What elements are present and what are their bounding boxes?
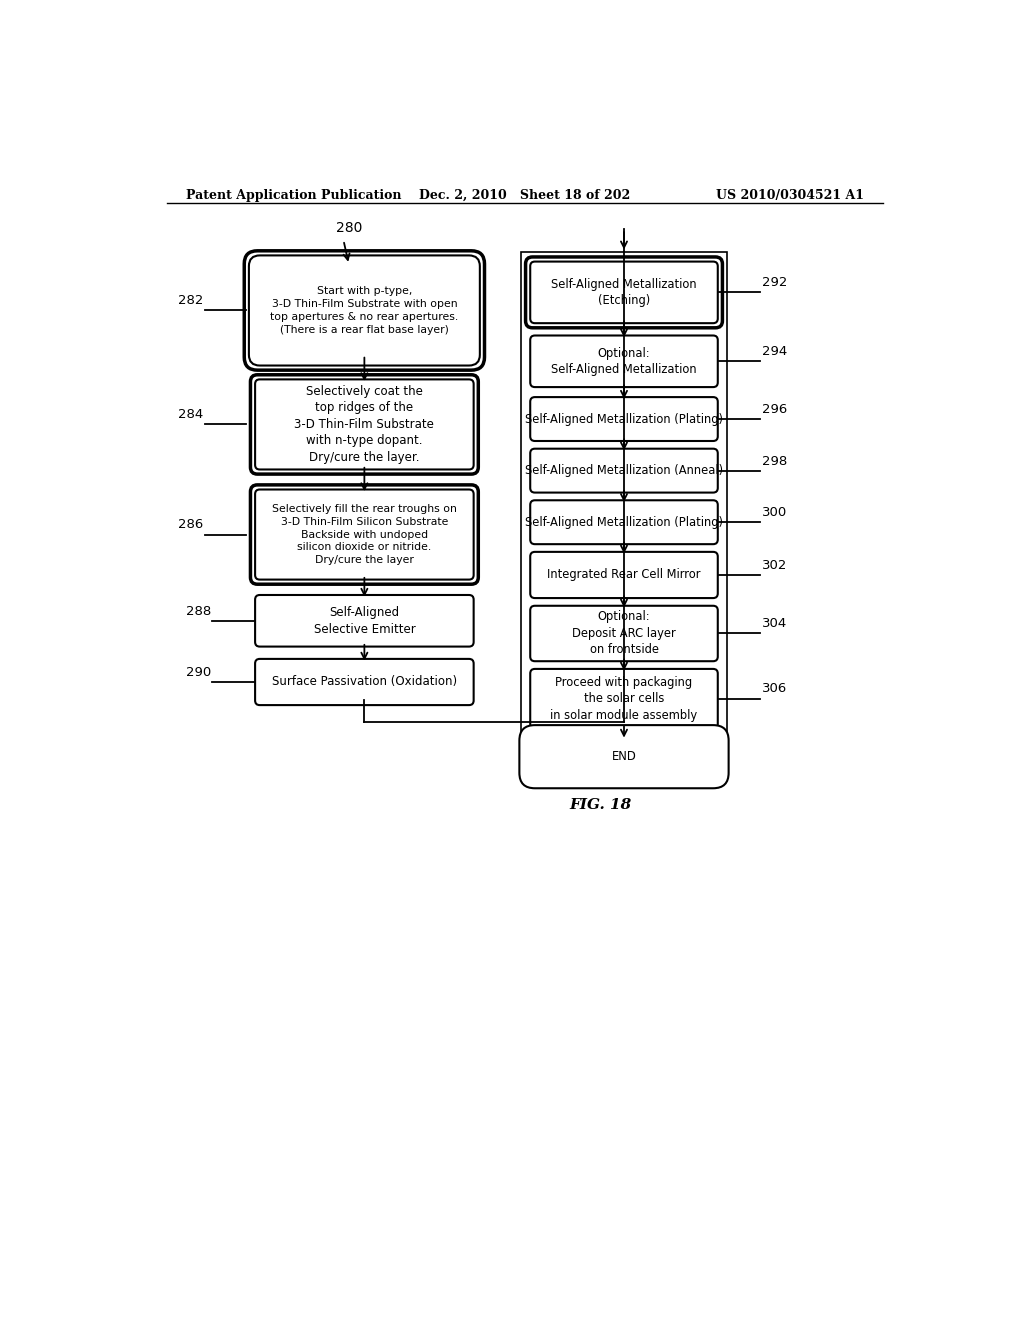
Text: Optional:
Self-Aligned Metallization: Optional: Self-Aligned Metallization xyxy=(551,347,696,376)
Bar xyxy=(521,252,727,738)
FancyBboxPatch shape xyxy=(525,257,722,327)
FancyBboxPatch shape xyxy=(530,669,718,729)
Text: 304: 304 xyxy=(762,618,787,631)
FancyBboxPatch shape xyxy=(519,725,729,788)
FancyBboxPatch shape xyxy=(249,256,480,366)
FancyBboxPatch shape xyxy=(530,500,718,544)
Text: Self-Aligned Metallization
(Etching): Self-Aligned Metallization (Etching) xyxy=(551,277,696,308)
FancyBboxPatch shape xyxy=(251,484,478,585)
FancyBboxPatch shape xyxy=(255,490,474,579)
Text: 288: 288 xyxy=(185,605,211,618)
Text: 282: 282 xyxy=(178,294,203,308)
FancyBboxPatch shape xyxy=(530,449,718,492)
FancyBboxPatch shape xyxy=(255,595,474,647)
Text: 284: 284 xyxy=(178,408,203,421)
FancyBboxPatch shape xyxy=(245,251,484,370)
FancyBboxPatch shape xyxy=(251,375,478,474)
Text: Selectively fill the rear troughs on
3-D Thin-Film Silicon Substrate
Backside wi: Selectively fill the rear troughs on 3-D… xyxy=(272,504,457,565)
Text: Self-Aligned Metallization (Anneal): Self-Aligned Metallization (Anneal) xyxy=(525,465,723,477)
Text: Surface Passivation (Oxidation): Surface Passivation (Oxidation) xyxy=(271,676,457,689)
FancyBboxPatch shape xyxy=(255,659,474,705)
Text: US 2010/0304521 A1: US 2010/0304521 A1 xyxy=(716,189,864,202)
Text: 294: 294 xyxy=(762,346,787,358)
Text: 300: 300 xyxy=(762,506,787,519)
Text: 298: 298 xyxy=(762,454,787,467)
Text: 302: 302 xyxy=(762,558,787,572)
FancyBboxPatch shape xyxy=(530,261,718,323)
Text: Dec. 2, 2010   Sheet 18 of 202: Dec. 2, 2010 Sheet 18 of 202 xyxy=(419,189,631,202)
FancyBboxPatch shape xyxy=(530,335,718,387)
Text: Integrated Rear Cell Mirror: Integrated Rear Cell Mirror xyxy=(547,569,700,582)
Text: Patent Application Publication: Patent Application Publication xyxy=(186,189,401,202)
Text: Start with p-type,
3-D Thin-Film Substrate with open
top apertures & no rear ape: Start with p-type, 3-D Thin-Film Substra… xyxy=(270,286,459,335)
Text: 280: 280 xyxy=(336,222,362,235)
Text: 286: 286 xyxy=(178,519,203,532)
Text: Self-Aligned
Selective Emitter: Self-Aligned Selective Emitter xyxy=(313,606,416,635)
Text: 296: 296 xyxy=(762,403,787,416)
Text: Optional:
Deposit ARC layer
on frontside: Optional: Deposit ARC layer on frontside xyxy=(572,610,676,656)
FancyBboxPatch shape xyxy=(530,397,718,441)
FancyBboxPatch shape xyxy=(530,606,718,661)
Text: 292: 292 xyxy=(762,276,787,289)
FancyBboxPatch shape xyxy=(255,379,474,470)
Text: FIG. 18: FIG. 18 xyxy=(569,799,632,812)
FancyBboxPatch shape xyxy=(530,552,718,598)
Text: 306: 306 xyxy=(762,682,787,696)
Text: Proceed with packaging
the solar cells
in solar module assembly: Proceed with packaging the solar cells i… xyxy=(551,676,697,722)
Text: Selectively coat the
top ridges of the
3-D Thin-Film Substrate
with n-type dopan: Selectively coat the top ridges of the 3… xyxy=(295,385,434,463)
Text: Self-Aligned Metallization (Plating): Self-Aligned Metallization (Plating) xyxy=(525,413,723,425)
Text: Self-Aligned Metallization (Plating): Self-Aligned Metallization (Plating) xyxy=(525,516,723,529)
Text: 290: 290 xyxy=(185,665,211,678)
Text: END: END xyxy=(611,750,636,763)
